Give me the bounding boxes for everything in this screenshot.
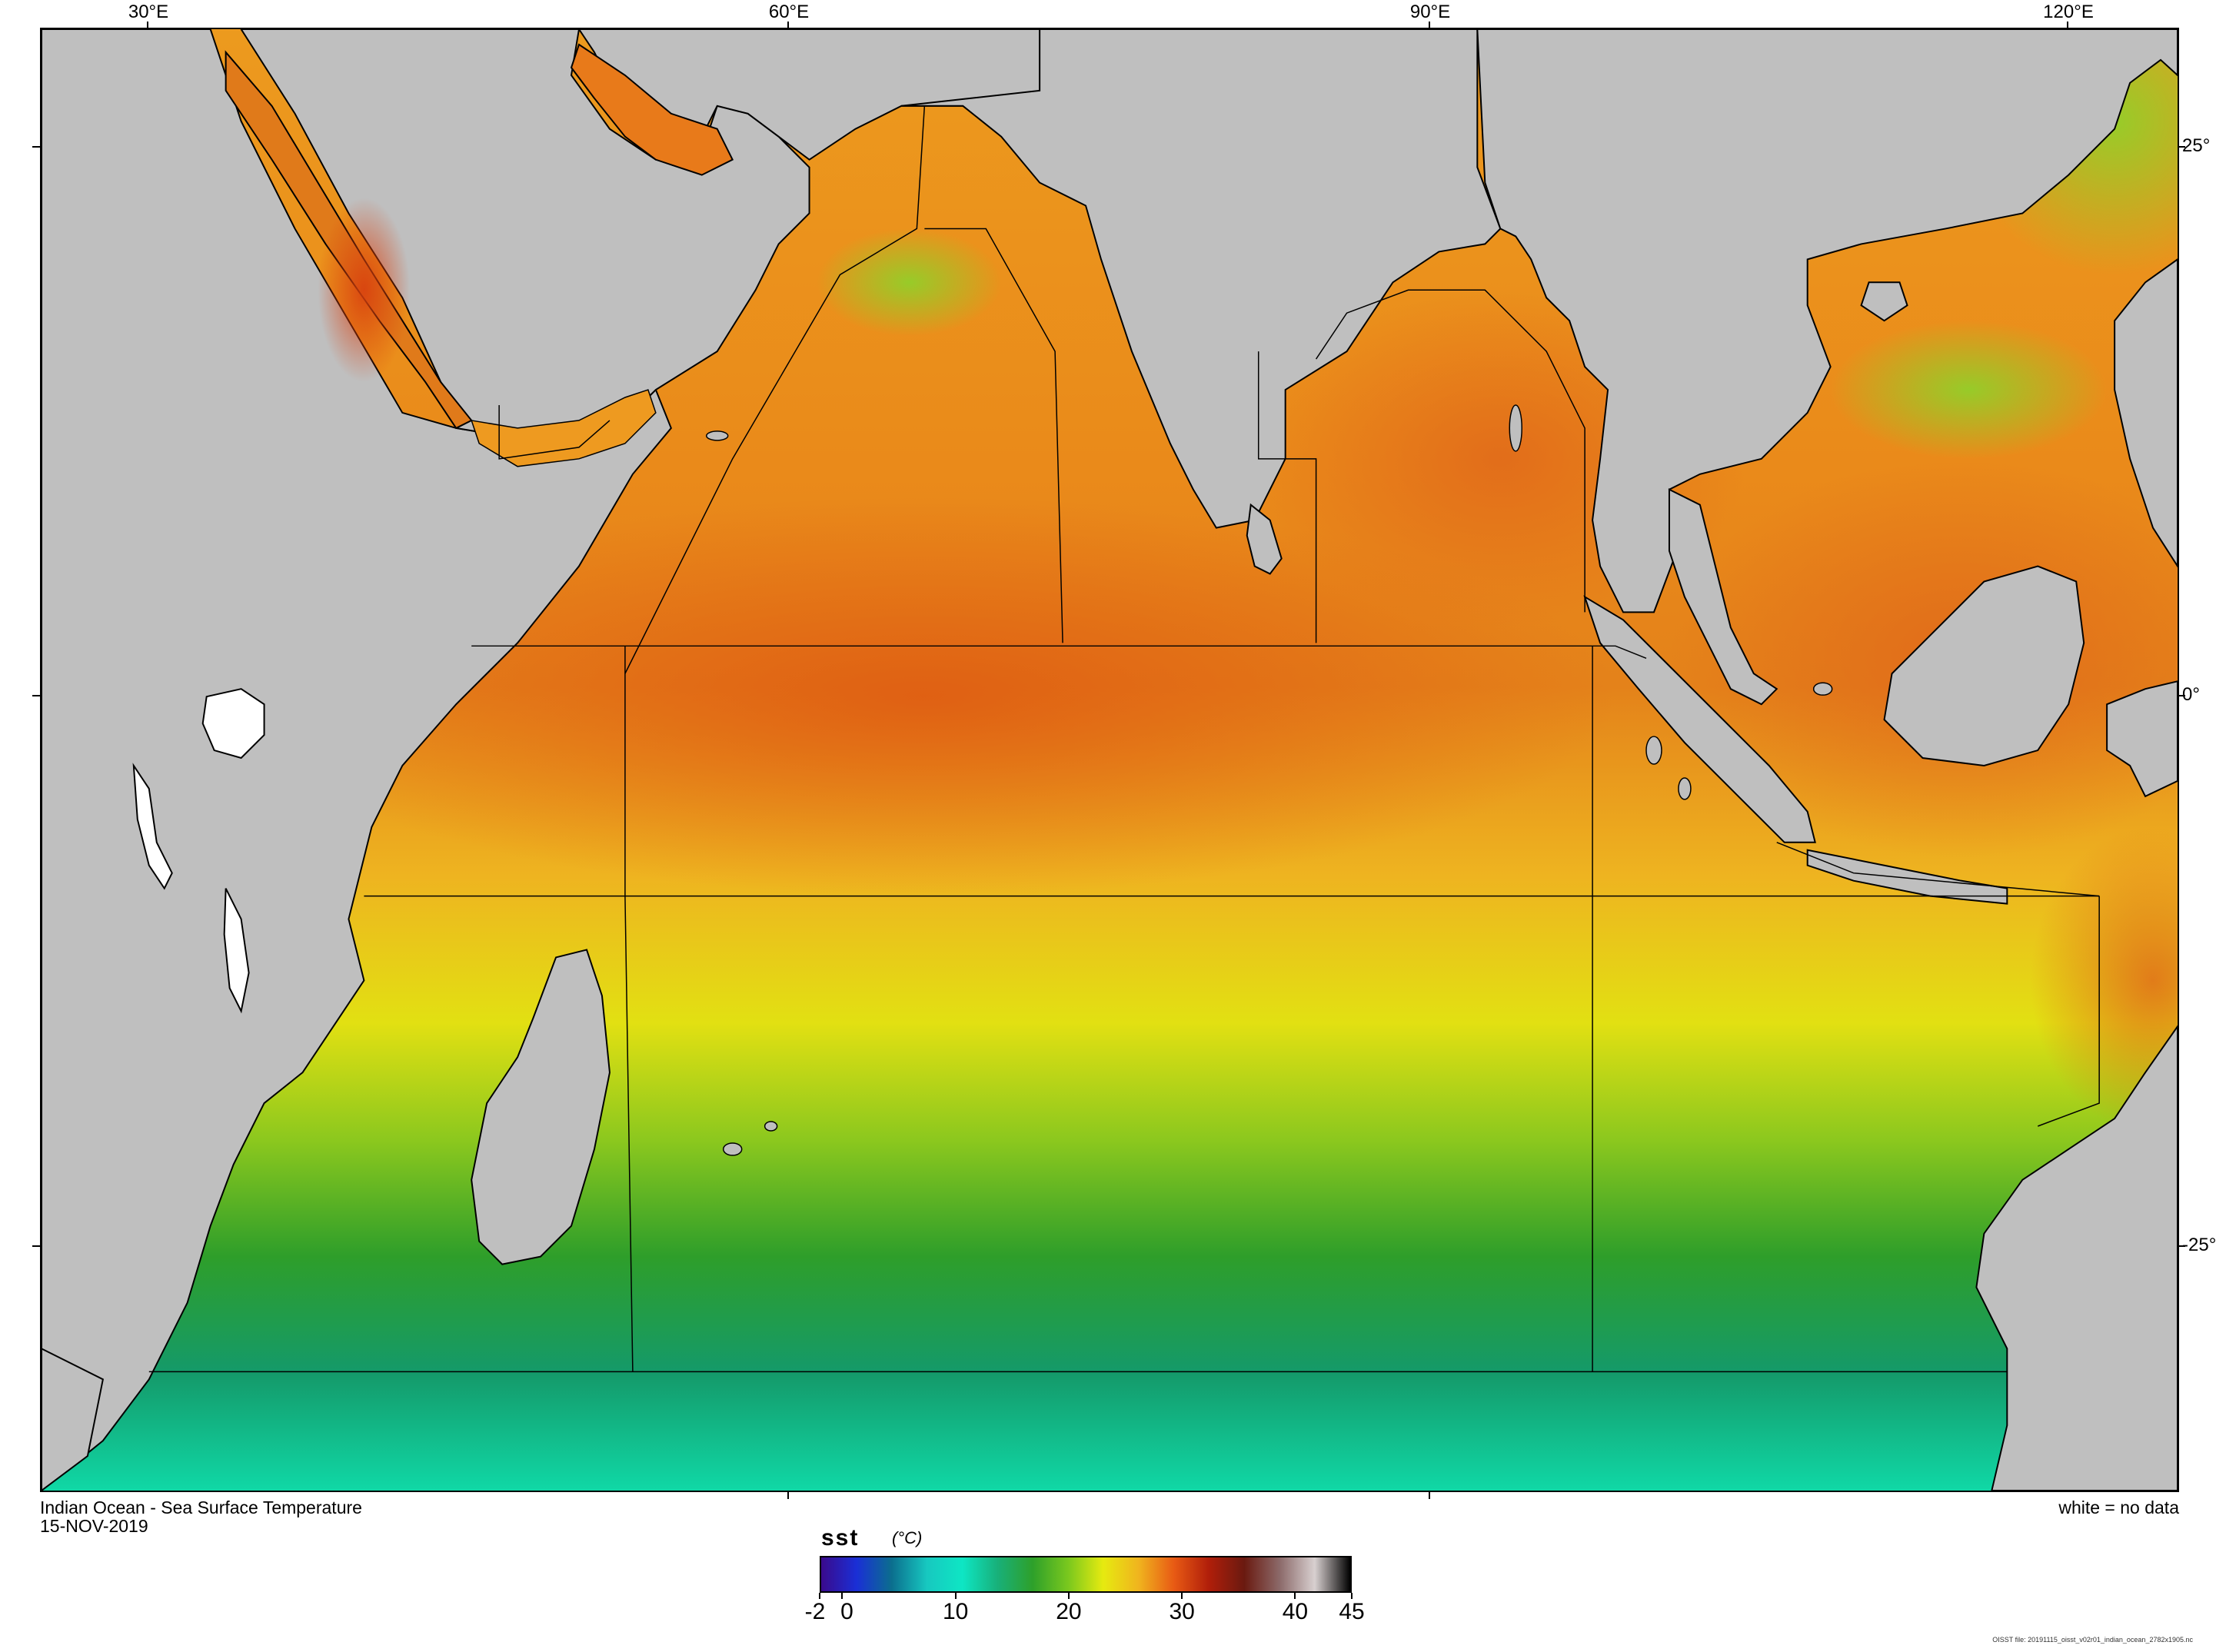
island: [1678, 777, 1692, 800]
land: [42, 29, 2178, 1491]
lon-tick: [1429, 1491, 1430, 1499]
colorbar-tick: [954, 1593, 957, 1599]
small-islands: [706, 404, 1833, 1156]
lon-label-60e: 60°E: [768, 2, 810, 22]
lon-tick: [787, 22, 789, 29]
lat-tick: [32, 146, 40, 148]
lat-tick: [2179, 146, 2185, 148]
colorbar-tick-label: 30: [1169, 1599, 1195, 1624]
green-patch-south-china-sea: [1830, 321, 2108, 459]
land-malay-peninsula: [1668, 488, 1778, 706]
region-line: [498, 404, 611, 460]
no-data-note: white = no data: [2058, 1497, 2179, 1517]
lat-label-25s: -25°: [2182, 1235, 2216, 1255]
region-line: [624, 105, 926, 674]
lat-tick: [2179, 695, 2185, 696]
colorbar: [820, 1556, 1352, 1593]
land-java: [1806, 849, 2008, 905]
region-line: [624, 896, 634, 1372]
land-sumatra: [1583, 595, 1816, 843]
colorbar-tick-label: 40: [1282, 1599, 1309, 1624]
land-borneo: [1883, 565, 2085, 766]
lon-tick: [2067, 22, 2068, 29]
island: [1509, 404, 1522, 452]
no-data-lake-victoria: [201, 688, 265, 760]
lat-tick: [32, 1245, 40, 1247]
colorbar-variable: sst: [821, 1525, 860, 1551]
land-africa: [42, 29, 672, 1491]
map-date: 15-NOV-2019: [40, 1516, 148, 1536]
lon-tick: [147, 22, 148, 29]
land-sulawesi: [2106, 680, 2178, 798]
lat-label-25n: 25°: [2182, 135, 2211, 156]
red-sea-warm: [318, 198, 411, 383]
colorbar-tick: [841, 1593, 843, 1599]
warm-core-equatorial: [233, 497, 1616, 896]
lon-label-120e: 120°E: [2043, 2, 2094, 22]
file-note: OISST file: 20191115_oisst_v02r01_indian…: [1992, 1636, 2193, 1644]
land-sri-lanka: [1246, 503, 1283, 575]
green-patch-arabian-sea: [817, 228, 1002, 337]
colorbar-tick: [1294, 1593, 1296, 1599]
region-line: [1776, 842, 2100, 897]
region-line: [471, 645, 1647, 659]
sst-map-canvas: [42, 29, 2178, 1491]
land-south-africa: [42, 1348, 105, 1491]
island: [1645, 736, 1662, 765]
island: [1812, 682, 1833, 696]
no-data-lake-malawi: [223, 888, 250, 1014]
lat-label-0: 0°: [2182, 684, 2200, 705]
island: [706, 430, 729, 441]
region-line: [1315, 289, 1585, 613]
colorbar-tick-label: 20: [1056, 1599, 1082, 1624]
colorbar-tick-label: -2: [804, 1599, 826, 1624]
region-line: [2037, 896, 2100, 1127]
lon-tick: [1429, 22, 1430, 29]
no-data-areas: [132, 688, 265, 1014]
gulf-of-aden: [471, 389, 657, 467]
colorbar-unit: (°C): [892, 1528, 923, 1547]
lon-label-90e: 90°E: [1409, 2, 1451, 22]
land-philippines: [2114, 258, 2178, 568]
lon-label-30e: 30°E: [128, 2, 169, 22]
no-data-lake-tanganyika: [132, 763, 173, 890]
warm-core-west: [2030, 826, 2178, 1134]
land-australia: [1975, 1025, 2178, 1491]
land-hainan: [1860, 281, 1908, 322]
lat-tick: [2179, 1245, 2185, 1247]
colorbar-tick: [819, 1593, 820, 1599]
sst-map[interactable]: [40, 28, 2179, 1492]
colorbar-tick: [1181, 1593, 1183, 1599]
persian-gulf: [570, 43, 734, 176]
colorbar-tick: [1067, 1593, 1070, 1599]
lat-tick: [32, 695, 40, 696]
colorbar-tick-label: 0: [840, 1599, 853, 1624]
land-madagascar: [471, 949, 611, 1265]
region-line: [1257, 351, 1317, 643]
colorbar-tick-label: 45: [1339, 1599, 1365, 1624]
region-outlines: [148, 105, 2100, 1373]
map-title: Indian Ocean - Sea Surface Temperature: [40, 1497, 362, 1517]
island: [722, 1142, 743, 1156]
lon-tick: [787, 1491, 789, 1499]
colorbar-tick-label: 10: [942, 1599, 969, 1624]
island: [764, 1121, 778, 1132]
region-line: [924, 228, 1063, 643]
colorbar-tick: [1351, 1593, 1353, 1599]
land-southeast-asia: [1476, 29, 2178, 613]
